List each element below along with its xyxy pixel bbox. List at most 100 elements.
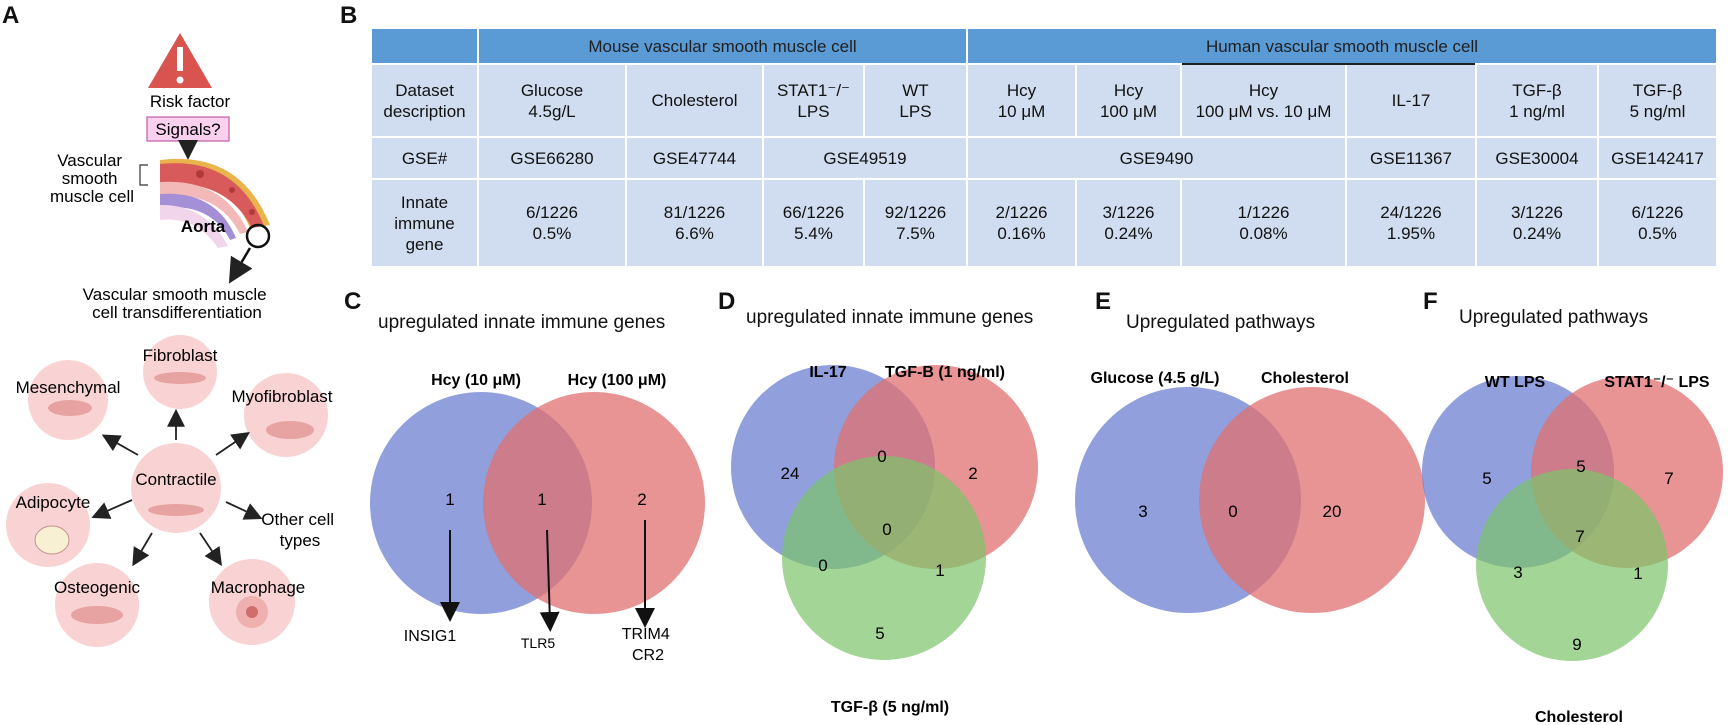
venn-c-count-both: 1 [537, 490, 546, 509]
panel-label-c: C [344, 288, 362, 315]
venn-f-circle-cholesterol [1476, 469, 1668, 661]
panel-label-a: A [2, 2, 20, 29]
innate-cholesterol: 81/1226 6.6% [627, 180, 762, 266]
venn-e-label-glucose: Glucose (4.5 g/L) [1091, 370, 1220, 387]
venn-f-label-cholesterol: Cholesterol [1535, 709, 1623, 725]
cell-mesenchymal [28, 360, 108, 440]
innate-glucose: 6/1226 0.5% [479, 180, 625, 266]
venn-d-title: upregulated innate immune genes [746, 307, 1034, 328]
venn-f-count-abc: 7 [1575, 527, 1584, 546]
myofibroblast-label: Myofibroblast [231, 387, 332, 406]
venn-c-label-right: Hcy (100 μM) [568, 372, 667, 389]
desc-hcy10: Hcy 10 μM [968, 65, 1075, 136]
cell-myofibroblast [244, 373, 328, 457]
row-label-description: Dataset description [372, 65, 477, 136]
venn-f-label-wt: WT LPS [1485, 374, 1546, 391]
desc-wt: WT LPS [865, 65, 966, 136]
mouse-header: Mouse vascular smooth muscle cell [479, 29, 966, 63]
aorta-label: Aorta [181, 217, 226, 236]
venn-f-count-a: 5 [1482, 469, 1491, 488]
desc-il17: IL-17 [1347, 65, 1475, 136]
mesenchymal-label: Mesenchymal [16, 378, 121, 397]
innate-stat1: 66/1226 5.4% [764, 180, 863, 266]
gene-trim4-cr2: TRIM4 CR2 [622, 626, 674, 664]
gene-tlr5: TLR5 [521, 635, 555, 651]
gse-49519: GSE49519 [764, 138, 966, 178]
venn-c-circle-right [483, 392, 705, 614]
venn-d-count-abc: 0 [882, 520, 891, 539]
venn-d-count-a: 24 [781, 464, 800, 483]
innate-il17: 24/1226 1.95% [1347, 180, 1475, 266]
osteogenic-label: Osteogenic [54, 578, 140, 597]
venn-d-label-il17: IL-17 [809, 364, 846, 381]
adipocyte-label: Adipocyte [16, 493, 91, 512]
gse-47744: GSE47744 [627, 138, 762, 178]
panel-label-e: E [1095, 288, 1112, 315]
dataset-table: Mouse vascular smooth muscle cell Human … [372, 29, 1716, 266]
gse-142417: GSE142417 [1599, 138, 1716, 178]
desc-tgf1: TGF-β 1 ng/ml [1477, 65, 1597, 136]
row-label-gse: GSE# [372, 138, 477, 178]
cell-osteogenic [55, 563, 139, 647]
signals-label: Signals? [155, 120, 220, 139]
gse-66280: GSE66280 [479, 138, 625, 178]
contractile-label: Contractile [135, 470, 216, 489]
desc-tgf5: TGF-β 5 ng/ml [1599, 65, 1716, 136]
venn-f-title: Upregulated pathways [1459, 307, 1649, 328]
innate-hcy10: 2/1226 0.16% [968, 180, 1075, 266]
desc-glucose: Glucose 4.5g/L [479, 65, 625, 136]
venn-e-title: Upregulated pathways [1126, 312, 1316, 333]
venn-d-count-ac: 0 [818, 556, 827, 575]
desc-hcy-vs: Hcy 100 μM vs. 10 μM [1182, 65, 1345, 136]
venn-f: WT LPS STAT1⁻/⁻ LPS Cholesterol 5 7 9 5 … [1422, 374, 1723, 725]
gse-30004: GSE30004 [1477, 138, 1597, 178]
venn-d: IL-17 TGF-B (1 ng/ml) TGF-β (5 ng/ml) 24… [731, 364, 1038, 716]
panel-a-diagram: Risk factor Signals? Vascular smooth mus… [6, 33, 338, 647]
venn-d-label-tgf1: TGF-B (1 ng/ml) [885, 364, 1005, 381]
venn-d-label-tgf5: TGF-β (5 ng/ml) [831, 699, 949, 716]
venn-c-count-left: 1 [445, 490, 454, 509]
gene-insig1: INSIG1 [404, 628, 457, 645]
desc-stat1: STAT1⁻/⁻ LPS [764, 65, 863, 136]
panel-label-f: F [1423, 288, 1438, 315]
desc-cholesterol: Cholesterol [627, 65, 762, 136]
innate-hcy100: 3/1226 0.24% [1077, 180, 1180, 266]
innate-hcy-vs: 1/1226 0.08% [1182, 180, 1345, 266]
venn-c-title: upregulated innate immune genes [378, 312, 666, 333]
row-label-innate: Innate immune gene [372, 180, 477, 266]
zoom-circle [245, 223, 271, 249]
macrophage-label: Macrophage [211, 578, 306, 597]
human-underline [1182, 63, 1475, 65]
venn-f-count-ab: 5 [1576, 457, 1585, 476]
transdiff-label: Vascular smooth muscle cell transdiffere… [83, 285, 272, 322]
venn-e-label-cholesterol: Cholesterol [1261, 370, 1349, 387]
venn-c: Hcy (10 μM) Hcy (100 μM) 1 1 2 INSIG1 TL… [370, 372, 705, 664]
venn-c-count-right: 2 [637, 490, 646, 509]
venn-e-count-right: 20 [1323, 502, 1342, 521]
cell-adipocyte [6, 483, 90, 567]
venn-e-circle-cholesterol [1199, 387, 1425, 613]
fibroblast-label: Fibroblast [143, 346, 218, 365]
innate-tgf5: 6/1226 0.5% [1599, 180, 1716, 266]
signals-box [146, 116, 230, 142]
vsmc-label: Vascular smooth muscle cell [50, 151, 134, 206]
panel-label-b: B [340, 2, 358, 29]
venn-e-count-left: 3 [1138, 502, 1147, 521]
gse-9490: GSE9490 [968, 138, 1345, 178]
venn-f-count-b: 7 [1664, 469, 1673, 488]
panel-label-d: D [718, 288, 736, 315]
venn-e: Glucose (4.5 g/L) Cholesterol 3 0 20 [1075, 370, 1425, 613]
fat-droplet [34, 525, 70, 555]
other-types-label: Other cell types [261, 510, 338, 550]
human-header: Human vascular smooth muscle cell [968, 29, 1716, 63]
gse-11367: GSE11367 [1347, 138, 1475, 178]
venn-d-count-c: 5 [875, 624, 884, 643]
venn-d-count-b: 2 [968, 464, 977, 483]
risk-factor-label: Risk factor [150, 92, 231, 111]
table-header-blank [372, 29, 477, 63]
aorta-wall [160, 158, 270, 248]
innate-tgf1: 3/1226 0.24% [1477, 180, 1597, 266]
venn-e-count-both: 0 [1228, 502, 1237, 521]
venn-d-count-ab: 0 [877, 447, 886, 466]
venn-c-label-left: Hcy (10 μM) [431, 372, 521, 389]
